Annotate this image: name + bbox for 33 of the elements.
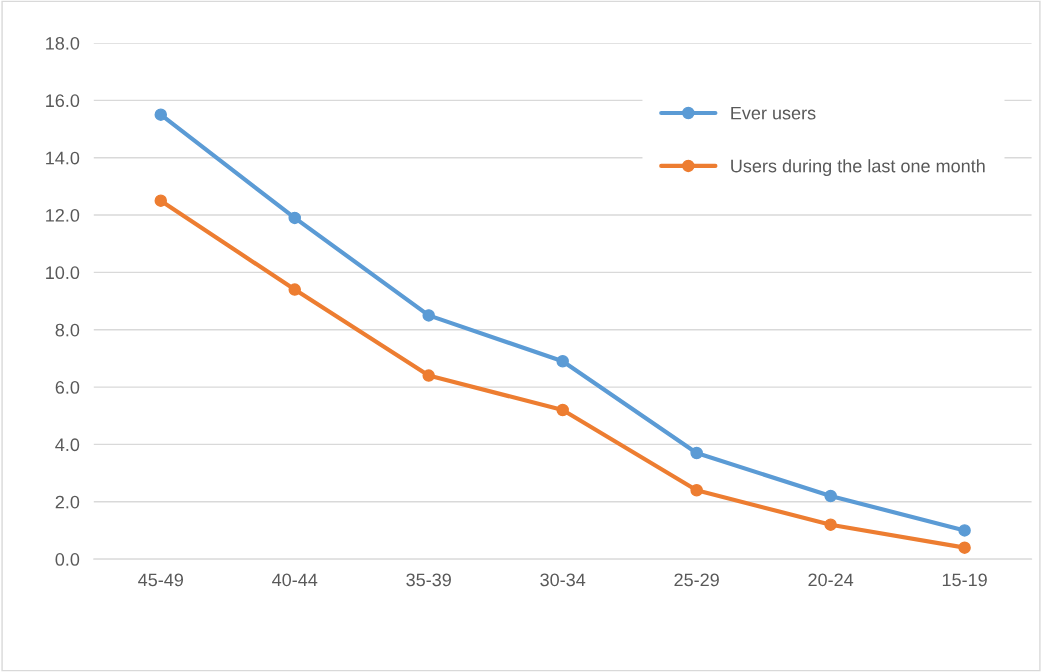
x-tick-label: 40-44 (272, 573, 318, 587)
point (824, 518, 837, 531)
x-tick-label: 20-24 (808, 573, 854, 587)
point (958, 524, 971, 537)
point (556, 403, 569, 417)
y-tick-label: 6.0 (55, 381, 80, 394)
x-tick-label: 30-34 (540, 573, 586, 587)
point (154, 194, 168, 207)
y-tick-label: 16.0 (46, 94, 80, 108)
point (690, 484, 703, 497)
y-tick-label: 0.0 (55, 553, 80, 566)
y-tick-label: 8.0 (55, 323, 80, 337)
point (288, 283, 301, 296)
y-tick-label: 4.0 (55, 438, 80, 452)
y-tick-label: 12.0 (46, 208, 80, 222)
y-tick-label: 2.0 (55, 495, 80, 509)
legend-label: Users during the last one month (731, 159, 985, 176)
point (690, 446, 703, 460)
x-tick-label: 35-39 (406, 573, 451, 587)
point (154, 108, 168, 121)
point (422, 369, 435, 382)
y-tick-label: 14.0 (46, 151, 80, 165)
point (556, 355, 569, 368)
y-tick-label: 18.0 (46, 36, 80, 50)
point (288, 211, 301, 225)
point (422, 309, 435, 322)
point (958, 541, 971, 554)
x-tick-label: 25-29 (674, 573, 719, 587)
legend-label: Ever users (731, 106, 816, 120)
point (824, 489, 837, 503)
y-tick-label: 10.0 (46, 266, 80, 280)
x-tick-label: 15-19 (942, 573, 987, 587)
x-tick-label: 45-49 (138, 573, 183, 587)
